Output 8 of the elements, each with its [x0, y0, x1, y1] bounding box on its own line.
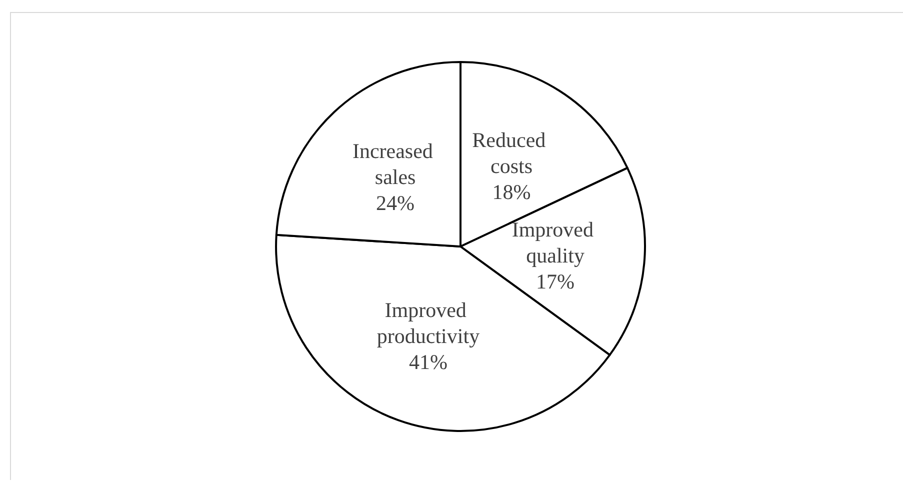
data-label: 18%: [492, 180, 531, 204]
slice-label: Increased sales: [352, 139, 438, 190]
slice-label: Improved productivity: [376, 298, 480, 348]
slice-label: Improved quality: [512, 217, 599, 268]
data-label: 24%: [376, 191, 415, 216]
data-label: 41%: [408, 350, 448, 374]
data-label: 17%: [536, 269, 575, 294]
slice-label: Reduced costs: [472, 128, 551, 178]
